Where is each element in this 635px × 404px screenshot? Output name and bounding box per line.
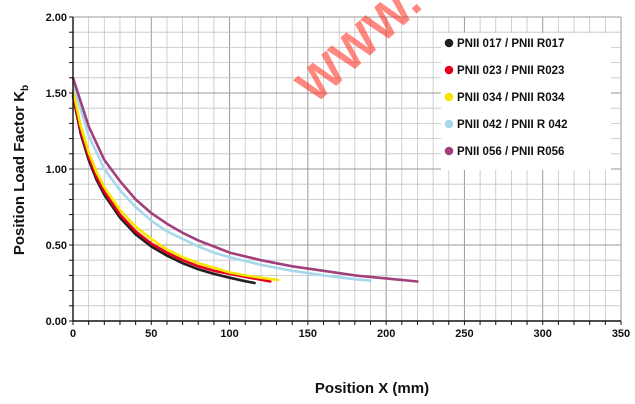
legend-label: PNII 042 / PNII R 042 (457, 119, 568, 131)
y-axis-title: Position Load Factor Kb (11, 85, 31, 255)
legend-label: PNII 034 / PNII R034 (457, 92, 565, 104)
y-tick-label: 1.00 (46, 164, 67, 176)
tick-labels: 0 50 100 150 200 250 300 350 0.00 0.50 1.00 1.50 2.0… (46, 12, 631, 340)
legend-label: PNII 023 / PNII R023 (457, 65, 564, 77)
legend: PNII 017 / PNII R017 PNII 023 / PNII R023… (441, 33, 611, 170)
series-line-1 (71, 94, 256, 285)
x-tick-label: 100 (220, 328, 238, 340)
y-axis-title-subscript: b (20, 85, 31, 91)
x-axis-title: Position X (mm) (315, 380, 429, 397)
y-tick-label: 0.50 (46, 240, 67, 252)
legend-label: PNII 056 / PNII R056 (457, 146, 564, 158)
legend-marker (444, 92, 454, 102)
legend-label: PNII 017 / PNII R017 (457, 38, 564, 50)
axes (69, 16, 622, 325)
x-tick-label: 150 (299, 328, 317, 340)
y-tick-label: 0.00 (46, 316, 67, 328)
legend-marker (444, 65, 454, 75)
x-tick-label: 250 (455, 328, 473, 340)
x-tick-label: 200 (377, 328, 395, 340)
series-layer (71, 76, 419, 285)
series-line-4 (71, 82, 372, 283)
x-tick-label: 300 (534, 328, 552, 340)
series-line-5 (71, 76, 419, 283)
y-axis-title-main: Position Load Factor K (11, 91, 28, 255)
series-line-3 (71, 88, 280, 282)
legend-marker (444, 146, 454, 156)
y-tick-label: 2.00 (46, 12, 67, 24)
legend-marker (444, 119, 454, 129)
series-line-2 (71, 91, 272, 283)
y-tick-label: 1.50 (46, 88, 67, 100)
x-tick-label: 350 (612, 328, 630, 340)
legend-marker (444, 38, 454, 48)
legend-box (441, 33, 611, 170)
x-tick-label: 50 (145, 328, 157, 340)
x-tick-label: 0 (70, 328, 76, 340)
